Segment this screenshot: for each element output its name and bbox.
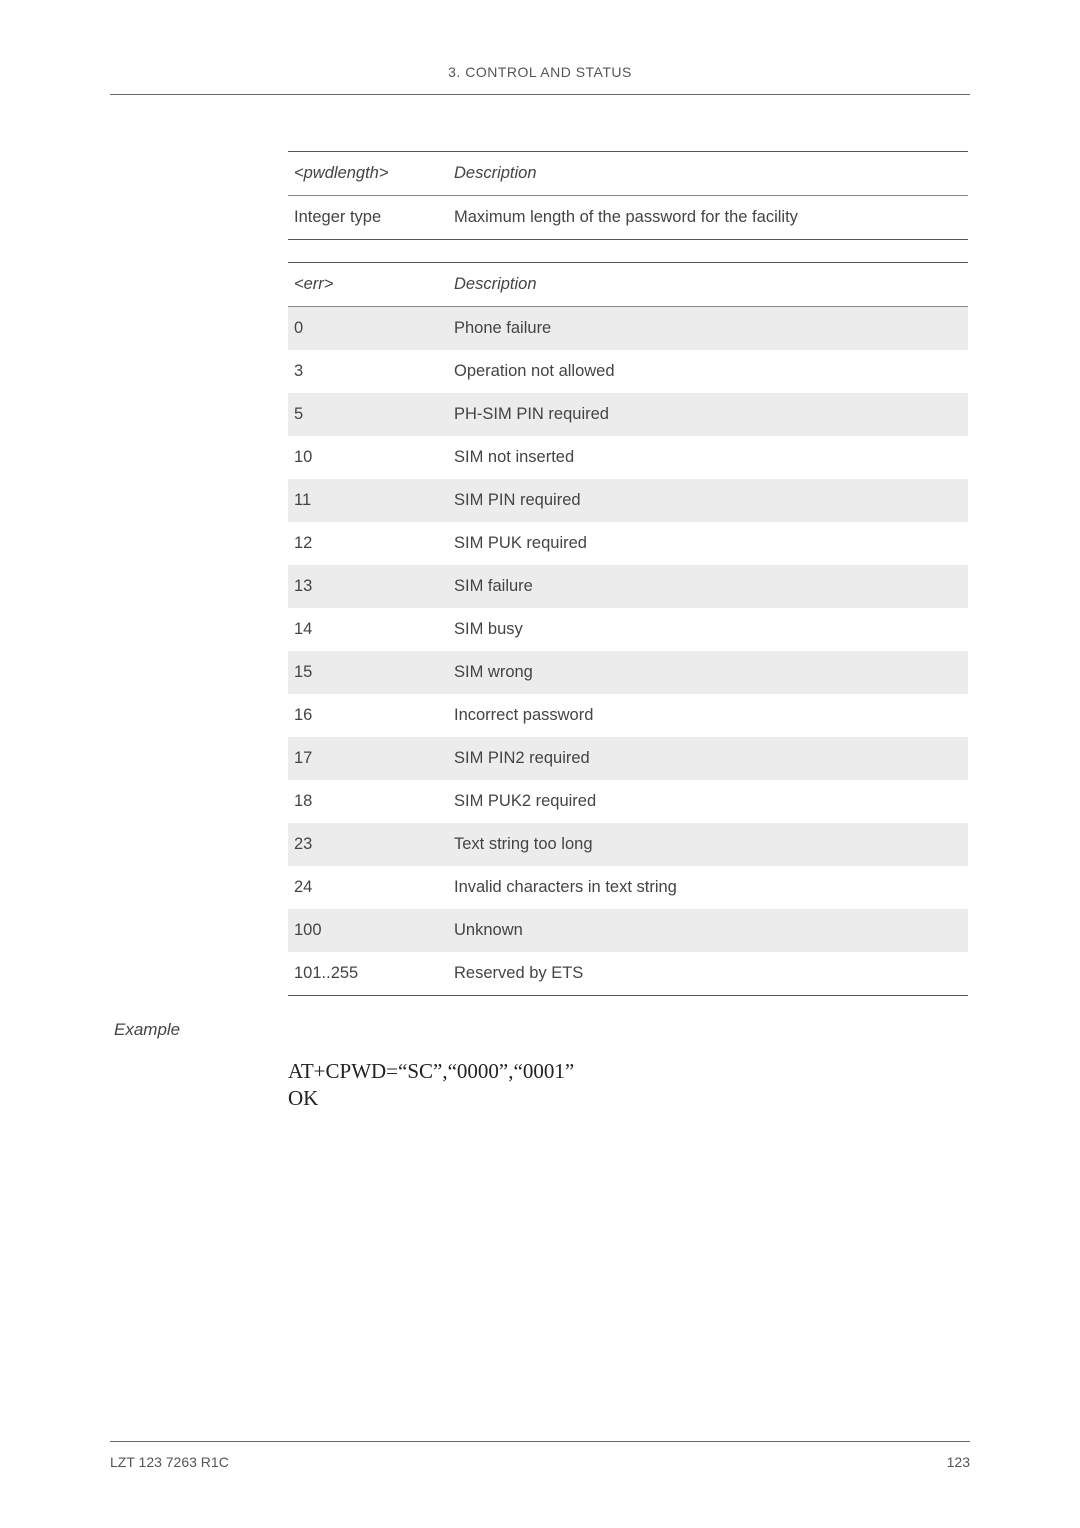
table-row: Unknown — [448, 909, 968, 952]
table-row: 24 — [288, 866, 448, 909]
table-row: 23 — [288, 823, 448, 866]
pwd-row-c1: Integer type — [288, 196, 448, 240]
header-rule — [110, 94, 970, 95]
table-row: 18 — [288, 780, 448, 823]
table-row: 14 — [288, 608, 448, 651]
example-line2: OK — [288, 1085, 970, 1112]
table-row: Phone failure — [448, 307, 968, 351]
err-table: <err> Description 0Phone failure 3Operat… — [288, 262, 968, 996]
table-row: SIM PIN required — [448, 479, 968, 522]
table-row: 13 — [288, 565, 448, 608]
footer-rule — [110, 1441, 970, 1442]
table-row: SIM not inserted — [448, 436, 968, 479]
table-row: 5 — [288, 393, 448, 436]
example-line1: AT+CPWD=“SC”,“0000”,“0001” — [288, 1058, 970, 1085]
table-row: 101..255 — [288, 952, 448, 996]
pwd-row-c2: Maximum length of the password for the f… — [448, 196, 968, 240]
table-row: SIM failure — [448, 565, 968, 608]
table-row: Incorrect password — [448, 694, 968, 737]
table-row: SIM PUK required — [448, 522, 968, 565]
err-head-c2: Description — [448, 263, 968, 307]
table-row: 100 — [288, 909, 448, 952]
page-header: 3. CONTROL AND STATUS — [110, 64, 970, 94]
err-head-c1: <err> — [288, 263, 448, 307]
example-label: Example — [114, 1020, 970, 1040]
table-row: 11 — [288, 479, 448, 522]
table-row: SIM busy — [448, 608, 968, 651]
table-row: 17 — [288, 737, 448, 780]
table-row: SIM wrong — [448, 651, 968, 694]
table-row: Text string too long — [448, 823, 968, 866]
page-footer: LZT 123 7263 R1C 123 — [110, 1441, 970, 1470]
page: 3. CONTROL AND STATUS <pwdlength> Descri… — [0, 0, 1080, 1113]
footer-left: LZT 123 7263 R1C — [110, 1454, 229, 1470]
footer-right: 123 — [947, 1454, 970, 1470]
table-row: 12 — [288, 522, 448, 565]
table-row: 15 — [288, 651, 448, 694]
example-code: AT+CPWD=“SC”,“0000”,“0001” OK — [288, 1058, 970, 1113]
table-row: 3 — [288, 350, 448, 393]
pwd-head-c2: Description — [448, 152, 968, 196]
table-row: 16 — [288, 694, 448, 737]
table-row: Operation not allowed — [448, 350, 968, 393]
table-row: 0 — [288, 307, 448, 351]
table-row: SIM PIN2 required — [448, 737, 968, 780]
pwdlength-table: <pwdlength> Description Integer type Max… — [288, 151, 968, 240]
table-row: 10 — [288, 436, 448, 479]
table-row: PH-SIM PIN required — [448, 393, 968, 436]
pwd-head-c1: <pwdlength> — [288, 152, 448, 196]
table-row: Invalid characters in text string — [448, 866, 968, 909]
table-row: SIM PUK2 required — [448, 780, 968, 823]
table-row: Reserved by ETS — [448, 952, 968, 996]
